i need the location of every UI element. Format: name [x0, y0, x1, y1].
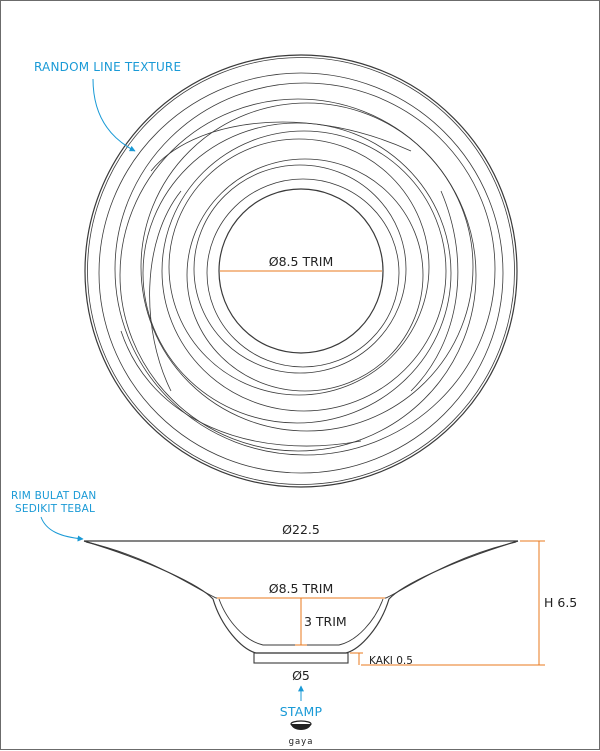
random-line-texture	[98, 72, 504, 474]
bowl-depth-label: 3 TRIM	[304, 614, 347, 629]
rim-callout-leader	[40, 516, 84, 542]
center-diameter-label: Ø8.5 TRIM	[269, 254, 333, 269]
bowl-logo-icon	[290, 720, 312, 730]
outer-rim-circle	[84, 54, 518, 488]
texture-callout-label: RANDOM LINE TEXTURE	[34, 60, 181, 74]
outer-rim-inner-circle	[87, 57, 515, 485]
rim-note-line1: RIM BULAT DAN	[11, 490, 96, 502]
top-view: Ø8.5 TRIM RANDOM LINE TEXTURE	[34, 54, 518, 488]
base-diameter-label: Ø5	[292, 668, 310, 683]
side-view: Ø22.5 Ø8.5 TRIM 3 TRIM H 6.5 KAKI 0.5 Ø5…	[11, 490, 577, 683]
bowl-diameter-label: Ø8.5 TRIM	[269, 581, 333, 596]
foot-ring	[253, 652, 349, 664]
stamp-logo-text: gaya	[289, 737, 314, 747]
foot-label: KAKI 0.5	[369, 655, 413, 667]
texture-callout-leader	[92, 78, 136, 152]
stamp-label: STAMP	[280, 704, 323, 719]
rim-note-line2: SEDIKIT TEBAL	[15, 503, 95, 515]
height-label: H 6.5	[544, 595, 577, 610]
stamp-section: STAMP gaya	[280, 685, 323, 747]
top-diameter-label: Ø22.5	[282, 522, 320, 537]
